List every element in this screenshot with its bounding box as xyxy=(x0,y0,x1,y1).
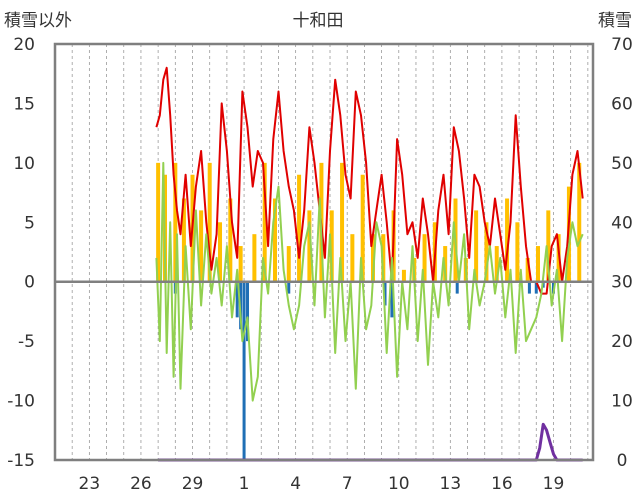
left-tick-label: 15 xyxy=(13,94,35,114)
orange-bar xyxy=(340,162,345,282)
orange-bar xyxy=(474,210,479,282)
blue-bar xyxy=(287,281,291,294)
x-tick-label: 23 xyxy=(79,474,101,494)
right-tick-label: 30 xyxy=(611,273,633,293)
x-tick-label: 10 xyxy=(388,474,410,494)
orange-bar xyxy=(515,222,520,282)
series-lines xyxy=(155,66,584,462)
x-tick-label: 7 xyxy=(342,474,353,494)
orange-bar xyxy=(218,222,223,282)
orange-bar xyxy=(443,246,448,282)
orange-bar xyxy=(329,210,334,282)
orange-bar xyxy=(228,198,233,282)
orange-bar xyxy=(494,246,499,282)
orange-bar xyxy=(173,162,178,282)
orange-bar xyxy=(525,257,530,282)
x-tick-label: 4 xyxy=(290,474,301,494)
right-tick-label: 10 xyxy=(611,392,633,412)
orange-bar xyxy=(370,234,375,282)
blue-bar xyxy=(235,281,239,318)
left-tick-label: -10 xyxy=(7,392,35,412)
orange-bar xyxy=(381,234,386,282)
blue-bar xyxy=(527,281,531,294)
orange-bar xyxy=(307,210,312,282)
plot-frame xyxy=(53,42,595,462)
x-tick-label: 1 xyxy=(239,474,250,494)
orange-bar xyxy=(181,198,186,282)
orange-bar xyxy=(252,234,257,282)
orange-bar xyxy=(262,162,267,282)
blue-bar xyxy=(246,281,250,342)
blue-bar xyxy=(242,281,246,460)
x-tick-label: 13 xyxy=(440,474,462,494)
orange-bar xyxy=(577,162,582,282)
orange-bar xyxy=(238,246,243,282)
red-series-line xyxy=(155,66,584,295)
orange-bar xyxy=(505,198,510,282)
blue-bar xyxy=(390,281,394,318)
chart-title: 十和田 xyxy=(293,11,344,31)
right-tick-label: 70 xyxy=(611,35,633,55)
blue-bar xyxy=(383,281,387,306)
orange-bar xyxy=(199,210,204,282)
left-tick-label: -5 xyxy=(18,332,35,352)
left-tick-label: 10 xyxy=(13,154,35,174)
blue-bar xyxy=(455,281,459,294)
orange-bar xyxy=(535,246,540,282)
orange-bar xyxy=(360,174,365,282)
orange-bar xyxy=(422,234,427,282)
orange-bar xyxy=(484,222,489,282)
left-tick-label: 5 xyxy=(24,213,35,233)
purple-series-line xyxy=(158,422,583,462)
orange-bar xyxy=(156,162,161,282)
orange-bar xyxy=(297,174,302,282)
orange-bar xyxy=(546,210,551,282)
right-tick-label: 60 xyxy=(611,94,633,114)
green-series-line xyxy=(155,161,584,402)
orange-bar xyxy=(350,234,355,282)
left-tick-label: 20 xyxy=(13,35,35,55)
right-tick-label: 40 xyxy=(611,213,633,233)
right-tick-label: 50 xyxy=(611,154,633,174)
x-tick-label: 26 xyxy=(130,474,152,494)
orange-bar xyxy=(207,162,212,282)
x-tick-label: 29 xyxy=(182,474,204,494)
right-tick-label: 0 xyxy=(617,451,628,471)
x-tick-label: 16 xyxy=(491,474,513,494)
blue-bar xyxy=(534,281,538,294)
left-tick-label: -15 xyxy=(7,451,35,471)
orange-bar xyxy=(273,198,278,282)
orange-bar xyxy=(286,246,291,282)
left-tick-label: 0 xyxy=(24,273,35,293)
right-tick-label: 20 xyxy=(611,332,633,352)
right-axis-label: 積雪 xyxy=(598,11,632,31)
left-axis-label: 積雪以外 xyxy=(4,11,72,31)
orange-bar xyxy=(401,269,406,282)
x-tick-label: 19 xyxy=(543,474,565,494)
